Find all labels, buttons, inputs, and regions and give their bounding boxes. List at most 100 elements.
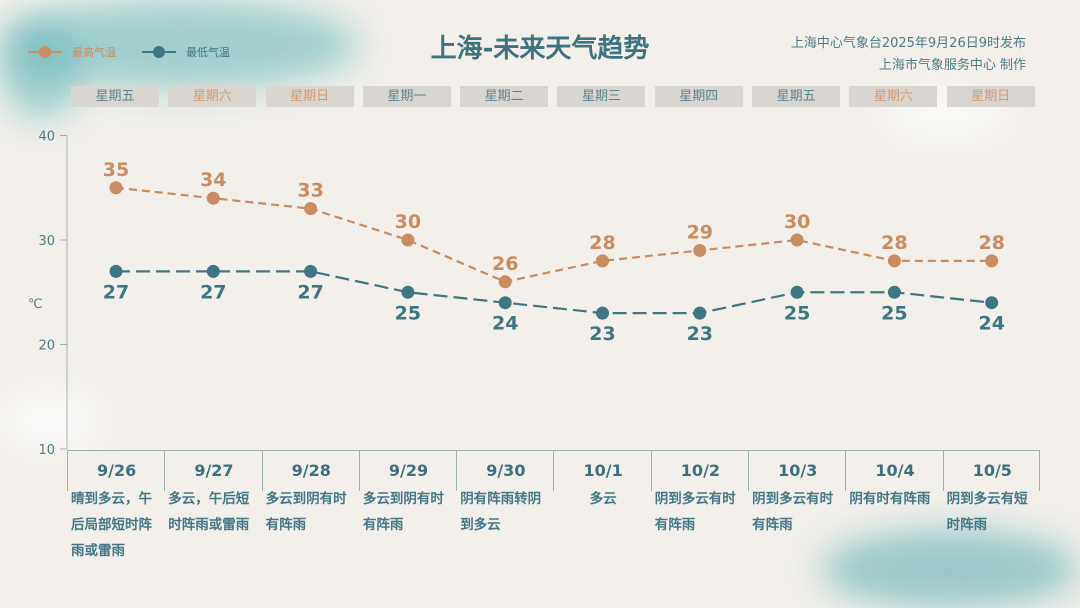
data-label: 23	[687, 323, 713, 345]
data-label: 28	[978, 232, 1004, 254]
data-label: 25	[881, 302, 907, 324]
decor-cloud-left	[0, 395, 100, 445]
forecast-date: 9/29	[388, 461, 429, 480]
data-label: 27	[297, 281, 323, 303]
data-point	[693, 306, 707, 320]
legend-high-label: 最高气温	[72, 46, 116, 59]
legend-item-low: 最低气温	[142, 44, 230, 60]
forecast-description: 阴有阵雨转阴到多云	[460, 491, 542, 533]
data-label: 28	[881, 232, 907, 254]
data-label: 33	[297, 180, 323, 202]
forecast-date: 10/5	[972, 461, 1012, 480]
forecast-description: 多云到阴有时有阵雨	[265, 491, 347, 533]
data-label: 35	[103, 159, 129, 181]
forecast-date: 10/2	[680, 461, 721, 480]
data-label: 30	[784, 211, 810, 233]
weekday-label: 星期一	[362, 86, 451, 107]
forecast-column: 10/2 阴到多云有时有阵雨	[650, 451, 748, 564]
weekday-label: 星期日	[265, 86, 354, 107]
legend-low-marker	[142, 46, 176, 58]
forecast-column: 9/30 阴有阵雨转阴到多云	[456, 451, 553, 564]
forecast-date: 10/1	[583, 461, 623, 480]
data-point	[206, 264, 220, 278]
forecast-column: 9/27 多云，午后短时阵雨或雷雨	[164, 451, 261, 564]
forecast-description: 阴到多云有时有阵雨	[752, 491, 834, 533]
weekday-label: 星期四	[654, 86, 743, 107]
forecast-date: 9/26	[97, 461, 137, 480]
data-label: 34	[200, 169, 226, 191]
series-line	[115, 186, 992, 283]
data-label: 23	[589, 323, 615, 345]
weekday-label: 星期三	[557, 86, 646, 107]
data-point	[985, 254, 999, 268]
y-axis-label: ℃	[28, 297, 43, 312]
data-label: 28	[589, 232, 615, 254]
legend: 最高气温 最低气温	[28, 44, 230, 60]
data-point	[887, 254, 901, 268]
weekday-label: 星期二	[460, 86, 549, 107]
forecast-description: 多云到阴有时有阵雨	[362, 491, 444, 533]
data-point	[596, 306, 609, 320]
y-tick-label: 10	[38, 443, 55, 458]
publish-info: 上海中心气象台2025年9月26日9时发布	[790, 36, 1026, 51]
forecast-date: 9/30	[486, 461, 526, 480]
weekday-label: 星期日	[946, 86, 1035, 107]
legend-low-label: 最低气温	[186, 46, 230, 59]
data-point	[985, 296, 999, 310]
data-point	[109, 264, 123, 278]
data-label: 29	[687, 221, 713, 243]
legend-high-marker	[28, 46, 62, 58]
data-point	[790, 285, 804, 299]
weekday-label: 星期五	[752, 86, 841, 107]
forecast-column: 10/4 阴有时有阵雨	[845, 451, 942, 564]
forecast-description: 阴到多云有短时阵雨	[946, 491, 1028, 533]
data-point	[790, 233, 804, 247]
weekday-row: 星期五 星期六 星期日 星期一 星期二 星期三 星期四 星期五 星期六 星期日	[71, 86, 1044, 107]
decor-wash-bottom-right	[820, 530, 1080, 608]
data-point	[109, 181, 123, 195]
data-point	[498, 296, 512, 310]
data-point	[887, 285, 901, 299]
data-label: 30	[395, 211, 421, 233]
producer-info: 上海市气象服务中心 制作	[878, 58, 1026, 73]
data-label: 26	[492, 253, 518, 275]
y-tick-label: 30	[38, 234, 55, 249]
decor-wash-left	[0, 20, 80, 120]
forecast-column: 9/28 多云到阴有时有阵雨	[261, 451, 359, 564]
data-label: 24	[978, 313, 1004, 335]
forecast-column: 9/26 晴到多云，午后局部短时阵雨或雷雨	[67, 451, 164, 564]
data-point	[596, 254, 609, 268]
forecast-description: 阴有时有阵雨	[849, 491, 931, 507]
forecast-column: 10/5 阴到多云有短时阵雨	[942, 451, 1041, 564]
forecast-description: 多云	[589, 491, 617, 507]
data-point	[498, 275, 512, 289]
forecast-date: 10/4	[875, 461, 915, 480]
forecast-column: 9/29 多云到阴有时有阵雨	[358, 451, 456, 564]
data-point	[304, 264, 318, 278]
forecast-table: 9/26 晴到多云，午后局部短时阵雨或雷雨 9/27 多云，午后短时阵雨或雷雨 9/28…	[67, 450, 1041, 564]
forecast-description: 多云，午后短时阵雨或雷雨	[168, 491, 250, 533]
page-title: 上海-未来天气趋势	[430, 34, 650, 64]
data-point	[401, 233, 415, 247]
forecast-date: 9/28	[291, 461, 331, 480]
forecast-date: 9/27	[194, 461, 234, 480]
data-label: 24	[492, 313, 518, 335]
data-point	[401, 285, 415, 299]
weekday-label: 星期五	[71, 86, 159, 107]
forecast-date: 10/3	[778, 461, 818, 480]
legend-item-high: 最高气温	[28, 44, 116, 60]
data-point	[206, 191, 220, 205]
forecast-column: 10/3 阴到多云有时有阵雨	[748, 451, 845, 564]
series-line	[116, 270, 992, 315]
y-tick-label: 40	[38, 130, 55, 145]
data-label: 25	[784, 302, 810, 324]
data-label: 27	[103, 281, 129, 303]
weekday-label: 星期六	[849, 86, 938, 107]
data-point	[304, 202, 318, 216]
forecast-column: 10/1 多云	[553, 451, 650, 564]
data-label: 25	[395, 302, 421, 324]
data-label: 27	[200, 281, 226, 303]
y-tick-label: 20	[38, 339, 55, 354]
weekday-label: 星期六	[168, 86, 257, 107]
